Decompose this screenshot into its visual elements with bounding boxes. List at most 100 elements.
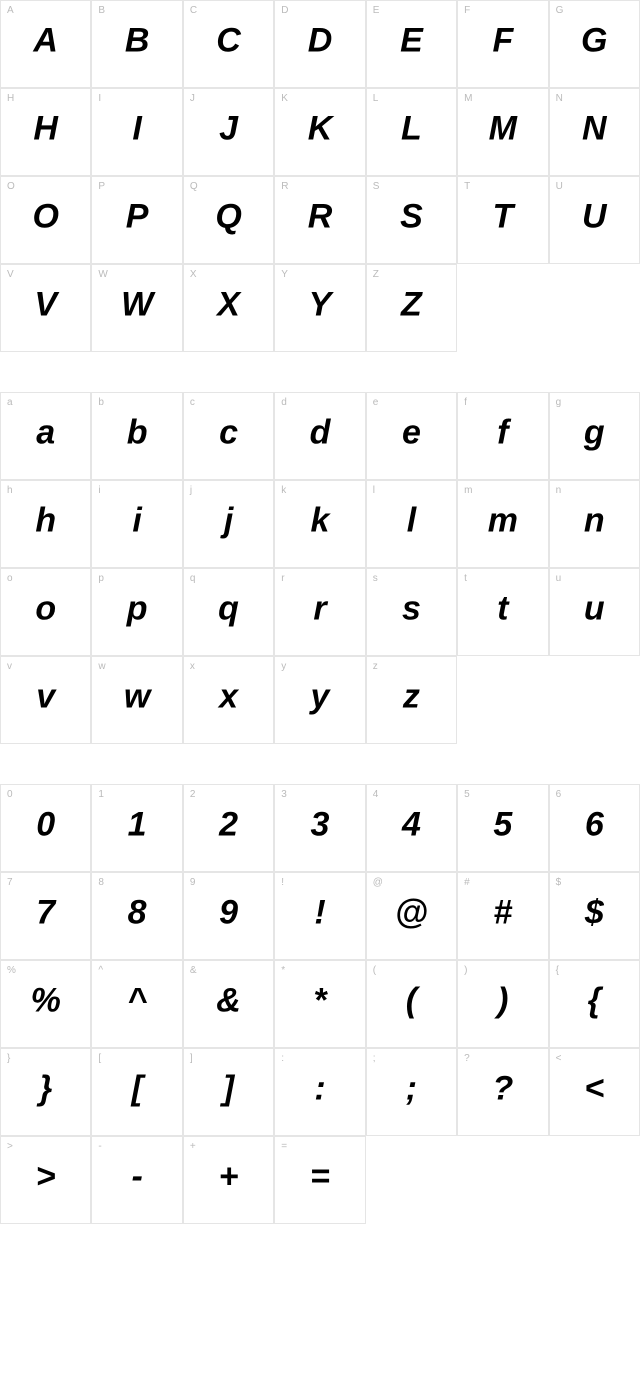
glyph-label: W	[98, 269, 107, 280]
glyph-cell: ##	[457, 872, 548, 960]
glyph-label: o	[7, 573, 13, 584]
glyph-character: ?	[492, 1069, 513, 1108]
glyph-label: &	[190, 965, 197, 976]
glyph-label: d	[281, 397, 287, 408]
glyph-section-symbols: 00112233445566778899!!@@##$$%%^^&&**(())…	[0, 784, 640, 1224]
glyph-cell: VV	[0, 264, 91, 352]
glyph-label: M	[464, 93, 472, 104]
glyph-label: g	[556, 397, 562, 408]
glyph-label: G	[556, 5, 564, 16]
glyph-cell: **	[274, 960, 365, 1048]
glyph-cell: qq	[183, 568, 274, 656]
glyph-character: +	[219, 1157, 239, 1196]
glyph-label: =	[281, 1141, 287, 1152]
glyph-character: G	[581, 21, 607, 60]
glyph-label: I	[98, 93, 101, 104]
glyph-label: x	[190, 661, 195, 672]
glyph-label: A	[7, 5, 14, 16]
glyph-character: l	[407, 501, 416, 540]
glyph-character: 0	[36, 805, 55, 844]
glyph-label: i	[98, 485, 100, 496]
glyph-cell: ))	[457, 960, 548, 1048]
glyph-cell: @@	[366, 872, 457, 960]
glyph-character: s	[402, 589, 421, 628]
glyph-cell: BB	[91, 0, 182, 88]
glyph-cell: hh	[0, 480, 91, 568]
glyph-character: <	[584, 1069, 604, 1108]
glyph-label: 4	[373, 789, 379, 800]
glyph-cell: vv	[0, 656, 91, 744]
glyph-label: 0	[7, 789, 13, 800]
glyph-character: a	[36, 413, 55, 452]
glyph-label: a	[7, 397, 13, 408]
glyph-cell: <<	[549, 1048, 640, 1136]
glyph-label: {	[556, 965, 559, 976]
glyph-cell: KK	[274, 88, 365, 176]
glyph-label: y	[281, 661, 286, 672]
glyph-cell: YY	[274, 264, 365, 352]
glyph-character: V	[34, 285, 57, 324]
glyph-cell: ZZ	[366, 264, 457, 352]
glyph-label: D	[281, 5, 288, 16]
glyph-cell: !!	[274, 872, 365, 960]
glyph-character: B	[125, 21, 150, 60]
glyph-label: r	[281, 573, 284, 584]
glyph-character: 4	[402, 805, 421, 844]
glyph-cell: ee	[366, 392, 457, 480]
glyph-cell: tt	[457, 568, 548, 656]
glyph-character: 2	[219, 805, 238, 844]
glyph-character: )	[497, 981, 508, 1020]
glyph-character: K	[308, 109, 333, 148]
glyph-character: h	[35, 501, 56, 540]
glyph-label: R	[281, 181, 288, 192]
glyph-character: p	[127, 589, 148, 628]
glyph-character: x	[219, 677, 238, 716]
glyph-character: Y	[309, 285, 332, 324]
glyph-label: L	[373, 93, 379, 104]
glyph-character: I	[132, 109, 141, 148]
glyph-cell: bb	[91, 392, 182, 480]
glyph-cell: $$	[549, 872, 640, 960]
glyph-cell: jj	[183, 480, 274, 568]
glyph-cell: 44	[366, 784, 457, 872]
glyph-character: W	[121, 285, 153, 324]
glyph-label: ^	[98, 965, 103, 976]
glyph-section-uppercase: AABBCCDDEEFFGGHHIIJJKKLLMMNNOOPPQQRRSSTT…	[0, 0, 640, 352]
glyph-label: 3	[281, 789, 287, 800]
glyph-label: f	[464, 397, 467, 408]
glyph-cell: 22	[183, 784, 274, 872]
glyph-character: 8	[128, 893, 147, 932]
glyph-label: +	[190, 1141, 196, 1152]
glyph-cell: SS	[366, 176, 457, 264]
glyph-cell: 66	[549, 784, 640, 872]
glyph-cell: MM	[457, 88, 548, 176]
glyph-character: m	[488, 501, 518, 540]
glyph-cell: ((	[366, 960, 457, 1048]
glyph-label: Z	[373, 269, 379, 280]
glyph-character: }	[39, 1069, 52, 1108]
glyph-character: 9	[219, 893, 238, 932]
glyph-cell: 77	[0, 872, 91, 960]
glyph-cell: ++	[183, 1136, 274, 1224]
glyph-cell: II	[91, 88, 182, 176]
glyph-character: &	[216, 981, 241, 1020]
glyph-character: 7	[36, 893, 55, 932]
glyph-label: N	[556, 93, 563, 104]
glyph-cell: >>	[0, 1136, 91, 1224]
glyph-label: <	[556, 1053, 562, 1064]
glyph-label: K	[281, 93, 288, 104]
glyph-cell: kk	[274, 480, 365, 568]
glyph-character: o	[35, 589, 56, 628]
glyph-character: S	[400, 197, 423, 236]
glyph-character: Z	[401, 285, 422, 324]
glyph-cell: 99	[183, 872, 274, 960]
glyph-label: m	[464, 485, 472, 496]
glyph-character: ;	[406, 1069, 417, 1108]
glyph-cell: XX	[183, 264, 274, 352]
glyph-cell: NN	[549, 88, 640, 176]
glyph-label: >	[7, 1141, 13, 1152]
glyph-character: u	[584, 589, 605, 628]
glyph-cell: 88	[91, 872, 182, 960]
glyph-character: :	[314, 1069, 325, 1108]
glyph-label: 7	[7, 877, 13, 888]
